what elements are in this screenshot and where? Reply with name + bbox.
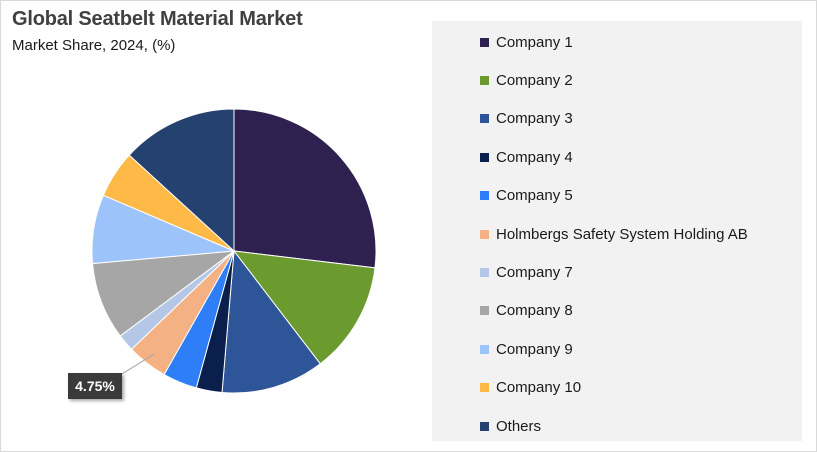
legend-item-company-8: Company 8 (480, 301, 573, 321)
legend-item-company-7: Company 7 (480, 262, 573, 282)
legend-item-company-9: Company 9 (480, 339, 573, 359)
legend-label: Company 7 (496, 263, 573, 281)
legend-label: Company 5 (496, 187, 573, 205)
legend-label: Company 9 (496, 340, 573, 358)
legend-label: Others (496, 417, 542, 435)
legend-label: Company 1 (496, 33, 573, 51)
callout-leader-line (121, 353, 155, 375)
legend-item-company-4: Company 4 (480, 147, 573, 167)
legend-swatch (480, 75, 489, 85)
legend-swatch (480, 152, 489, 162)
pie-slice-company-3 (221, 249, 321, 394)
pie-slice-others (128, 108, 235, 253)
legend-swatch (480, 421, 489, 431)
legend-swatch (480, 267, 489, 277)
legend-item-company-1: Company 1 (480, 32, 573, 52)
chart-title: Global Seatbelt Material Market (12, 8, 303, 30)
chart-subtitle: Market Share, 2024, (%) (12, 37, 176, 54)
pie-slice-company-1 (233, 108, 377, 269)
data-label-holmbergs: 4.75% (68, 373, 122, 399)
pie-slice-company-2 (232, 250, 376, 365)
legend-swatch (480, 306, 489, 316)
legend-swatch (480, 344, 489, 354)
legend-swatch (480, 191, 489, 201)
legend-item-company-2: Company 2 (480, 70, 573, 90)
chart-legend: Company 1 Company 2 Company 3 Company 4 Comp… (432, 21, 802, 441)
legend-swatch (480, 37, 489, 47)
legend-swatch (480, 383, 489, 393)
legend-label: Company 2 (496, 71, 573, 89)
legend-label: Company 3 (496, 110, 573, 128)
pie-slices (91, 108, 377, 394)
legend-item-others: Others (480, 416, 541, 436)
legend-item-company-10: Company 10 (480, 378, 581, 398)
legend-label: Company 4 (496, 148, 573, 166)
legend-swatch (480, 114, 489, 124)
legend-item-holmbergs-safety-system-holding-ab: Holmbergs Safety System Holding AB (480, 224, 748, 244)
legend-label: Company 10 (496, 379, 582, 397)
legend-swatch (480, 229, 489, 239)
legend-item-company-3: Company 3 (480, 109, 573, 129)
legend-label: Holmbergs Safety System Holding AB (496, 225, 748, 243)
legend-label: Company 8 (496, 302, 573, 320)
legend-item-company-5: Company 5 (480, 186, 573, 206)
